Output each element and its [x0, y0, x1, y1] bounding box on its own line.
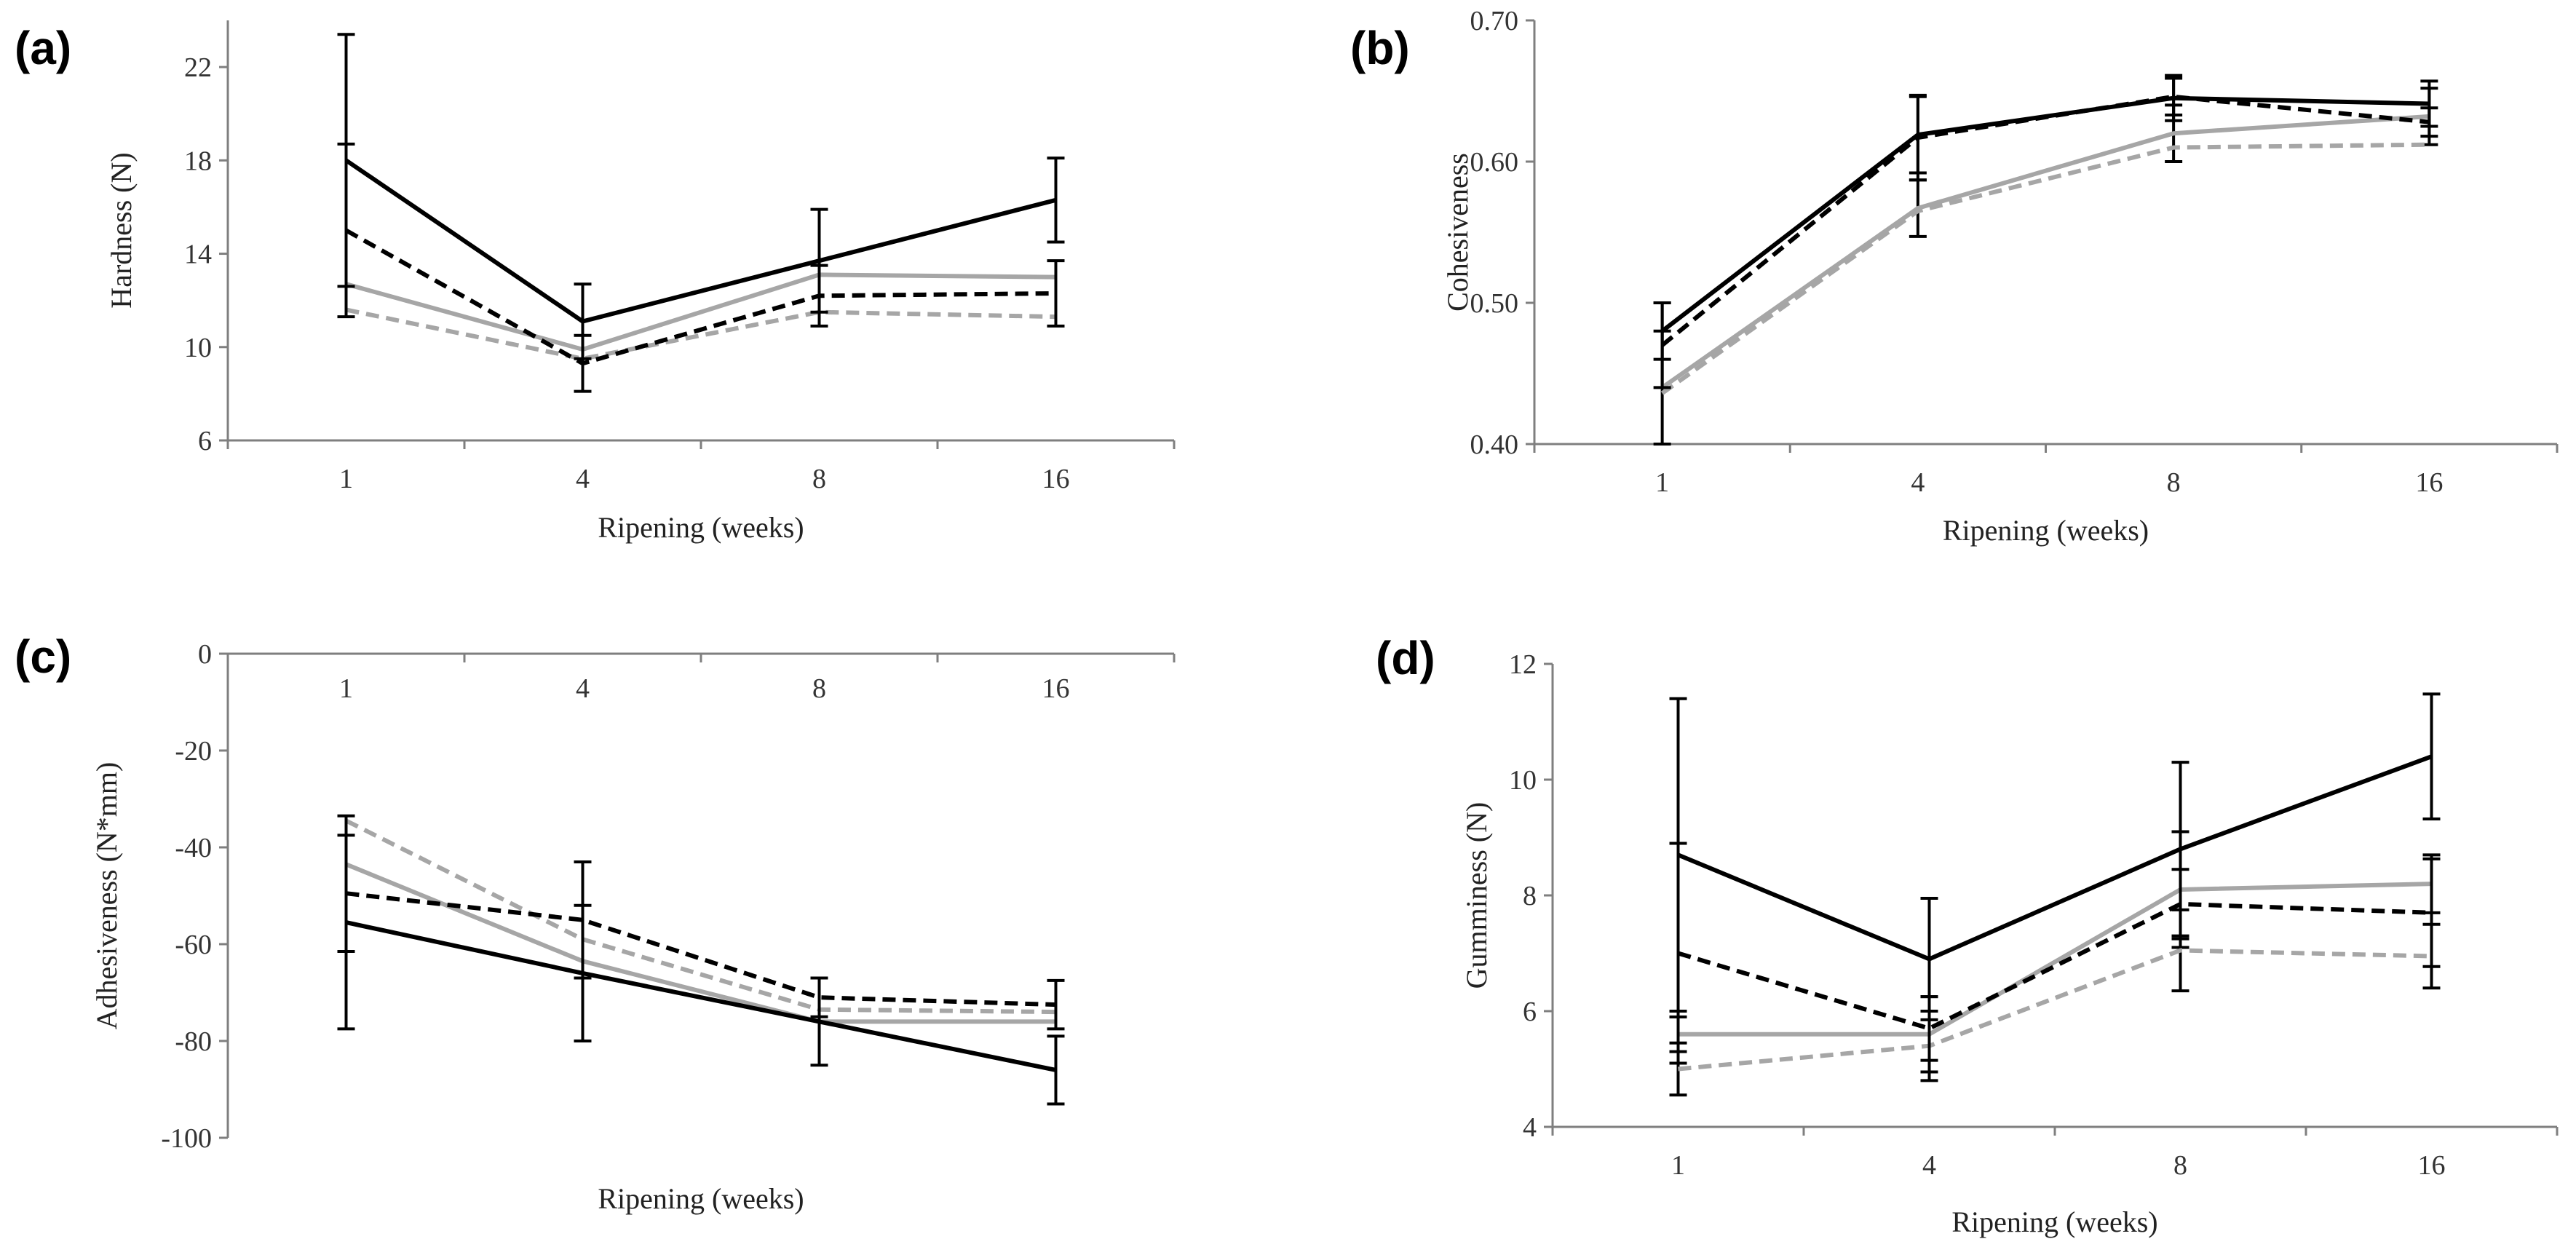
series-gray-solid	[345, 272, 1056, 352]
y-tick-label: -40	[175, 833, 212, 863]
series-black-dashed	[1653, 76, 2438, 389]
series-gray-dashed	[1660, 142, 2430, 395]
x-tick-label: 4	[1922, 1150, 1936, 1181]
series-line-gray-dashed	[345, 818, 1056, 1015]
x-tick-label: 1	[1671, 1150, 1685, 1181]
panel-b-cohesiveness-chart: (b) 0.40 0.50 0.60 0.70 1 4 8 16 Ripening (weeks)…	[1350, 6, 2559, 547]
series-line-black-solid	[1677, 754, 2433, 962]
y-axis-title: Hardness (N)	[105, 152, 138, 308]
panel-label: (a)	[15, 22, 71, 74]
x-tick-label: 4	[1911, 467, 1925, 498]
x-tick-label: 1	[339, 464, 353, 494]
y-tick-label: 12	[1509, 649, 1537, 680]
y-tick-label: 0.70	[1470, 6, 1519, 36]
series-line-gray-solid	[1660, 114, 2430, 389]
y-tick-label: 10	[1509, 765, 1537, 796]
x-axis-title: Ripening (weeks)	[598, 1182, 804, 1215]
series-black-solid	[337, 814, 1065, 1106]
x-tick-label: 4	[576, 673, 590, 704]
series-line-gray-dashed	[345, 307, 1056, 361]
y-tick-label: -20	[175, 736, 212, 767]
series-black-dashed	[1669, 842, 2441, 1065]
series-black-dashed	[337, 142, 1065, 393]
y-tick-label: 8	[1523, 881, 1537, 911]
x-tick-label: 16	[2415, 467, 2443, 498]
series-line-black-dashed	[1660, 94, 2430, 347]
series-gray-solid	[345, 862, 1056, 1024]
y-tick-label: 22	[184, 52, 212, 83]
series-line-gray-dashed	[1660, 142, 2430, 395]
panel-label: (d)	[1376, 632, 1435, 684]
y-axis-title: Cohesiveness	[1441, 153, 1474, 312]
series-gray-dashed	[345, 818, 1056, 1015]
y-axis-title: Gumminess (N)	[1460, 802, 1493, 989]
y-tick-label: 0.60	[1470, 147, 1519, 178]
x-axis-title: Ripening (weeks)	[598, 511, 804, 544]
x-tick-label: 16	[2418, 1150, 2446, 1181]
y-tick-label: -80	[175, 1026, 212, 1057]
x-axis-title: Ripening (weeks)	[1951, 1205, 2157, 1238]
y-tick-label: -100	[161, 1123, 212, 1154]
y-tick-label: 0	[198, 639, 212, 670]
panel-label: (b)	[1350, 22, 1410, 74]
y-tick-label: 10	[184, 333, 212, 363]
series-gray-solid	[1653, 87, 2438, 446]
series-line-black-dashed	[345, 228, 1056, 366]
x-tick-label: 8	[2173, 1150, 2187, 1181]
x-tick-label: 1	[339, 673, 353, 704]
y-tick-label: -60	[175, 930, 212, 960]
series-black-solid	[1669, 692, 2441, 1021]
series-line-black-dashed	[1677, 901, 2432, 1031]
x-tick-label: 1	[1655, 467, 1669, 498]
y-tick-label: 6	[198, 426, 212, 456]
series-black-dashed	[337, 834, 1065, 1031]
x-axis-title: Ripening (weeks)	[1943, 514, 2149, 547]
x-tick-label: 16	[1042, 464, 1070, 494]
x-tick-label: 8	[812, 673, 826, 704]
x-tick-label: 16	[1042, 673, 1070, 704]
series-line-gray-solid	[345, 862, 1056, 1024]
series-line-gray-dashed	[1678, 948, 2432, 1072]
y-tick-label: 0.50	[1470, 288, 1519, 319]
x-tick-label: 4	[576, 464, 590, 494]
series-line-gray-solid	[345, 272, 1056, 352]
series-gray-dashed	[345, 307, 1056, 361]
series-line-black-solid	[345, 920, 1057, 1072]
y-axis-title: Adhesiveness (N*mm)	[90, 762, 123, 1030]
x-tick-label: 8	[2167, 467, 2181, 498]
y-tick-label: 4	[1523, 1112, 1537, 1143]
series-gray-dashed	[1669, 908, 2441, 1097]
panel-label: (c)	[15, 630, 71, 683]
y-tick-label: 0.40	[1470, 429, 1519, 460]
series-line-black-solid	[1660, 95, 2430, 333]
y-tick-label: 14	[184, 239, 212, 270]
series-line-gray-solid	[1678, 882, 2432, 1037]
x-tick-label: 8	[812, 464, 826, 494]
y-tick-label: 18	[184, 146, 212, 176]
panel-c-adhesiveness-chart: (c) -100 -80 -60 -40 -20 0 1 4 8 16 Ripening (weeks…	[15, 630, 1176, 1215]
y-tick-label: 6	[1523, 997, 1537, 1027]
series-line-black-solid	[344, 158, 1057, 324]
